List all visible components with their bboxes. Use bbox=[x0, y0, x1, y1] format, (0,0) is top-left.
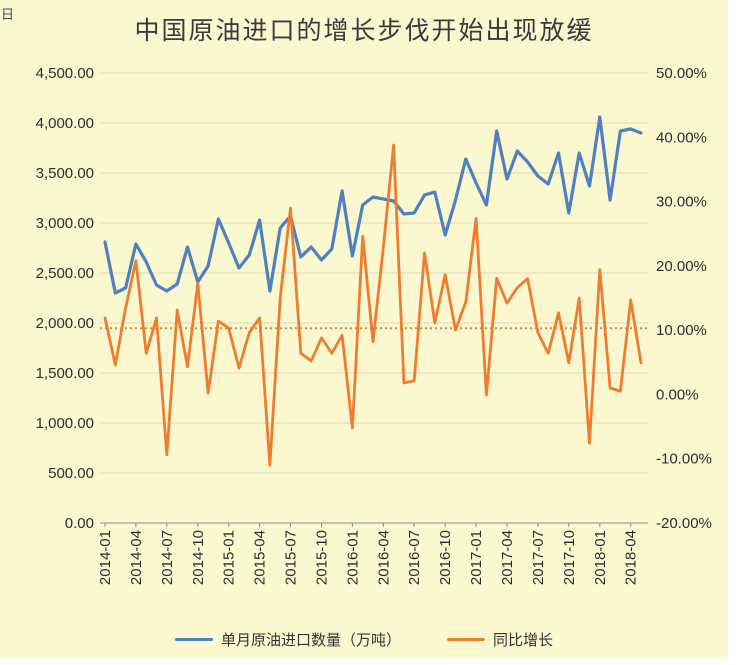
x-axis-tick-label: 2015-10 bbox=[314, 530, 331, 585]
x-axis-tick-label: 2016-04 bbox=[375, 530, 392, 585]
left-axis-tick-label: 3,000.00 bbox=[36, 215, 94, 232]
x-axis-tick-label: 2015-07 bbox=[283, 530, 300, 585]
x-axis-tick-label: 2016-10 bbox=[437, 530, 454, 585]
legend-line-swatch-blue bbox=[174, 637, 213, 642]
right-axis-tick-label: 30.00% bbox=[656, 194, 707, 211]
x-axis-tick-label: 2017-04 bbox=[499, 530, 516, 585]
right-axis-tick-label: 20.00% bbox=[656, 258, 707, 275]
x-axis-tick-label: 2015-01 bbox=[221, 530, 238, 585]
right-axis-tick-label: -10.00% bbox=[656, 451, 712, 468]
left-axis-tick-label: 1,000.00 bbox=[36, 415, 94, 432]
x-axis-tick-label: 2018-04 bbox=[623, 530, 640, 585]
chart-plot-area: 4,500.00 4,000.00 3,500.00 3,000.00 2,500.00… bbox=[36, 65, 712, 585]
x-axis-tick-label: 2018-01 bbox=[592, 530, 609, 585]
right-axis-tick-label: 50.00% bbox=[656, 65, 707, 82]
left-axis-tick-label: 1,500.00 bbox=[36, 365, 94, 382]
left-axis-tick-label: 4,500.00 bbox=[36, 65, 94, 82]
left-axis-tick-label: 4,000.00 bbox=[36, 115, 94, 132]
x-axis-tick-label: 2015-04 bbox=[252, 530, 269, 585]
x-axis-tick-label: 2016-01 bbox=[344, 530, 361, 585]
x-axis-tick-label: 2014-07 bbox=[159, 530, 176, 585]
left-axis-tick-label: 3,500.00 bbox=[36, 165, 94, 182]
right-axis-tick-label: 0.00% bbox=[656, 386, 699, 403]
x-axis-tick-label: 2014-01 bbox=[97, 530, 114, 585]
legend-item-yoy-growth: 同比增长 bbox=[447, 629, 553, 650]
x-axis-tick-label: 2017-01 bbox=[468, 530, 485, 585]
right-axis-tick-label: 40.00% bbox=[656, 129, 707, 146]
right-axis-tick-label: -20.00% bbox=[656, 515, 712, 532]
legend-label-import-volume: 单月原油进口数量（万吨） bbox=[220, 632, 401, 649]
x-axis-tick-label: 2016-07 bbox=[406, 530, 423, 585]
legend-label-yoy-growth: 同比增长 bbox=[493, 632, 554, 649]
x-axis-tick-label: 2017-10 bbox=[561, 530, 578, 585]
x-axis-tick-label: 2017-07 bbox=[530, 530, 547, 585]
right-axis-tick-label: 10.00% bbox=[656, 322, 707, 339]
left-axis-tick-label: 2,000.00 bbox=[36, 315, 94, 332]
series-line-1 bbox=[103, 143, 643, 467]
corner-text-fragment: 日 bbox=[1, 7, 15, 22]
left-axis-tick-label: 500.00 bbox=[48, 465, 94, 482]
x-axis-tick-label: 2014-04 bbox=[128, 530, 145, 585]
series-line-0 bbox=[103, 115, 643, 295]
left-axis-tick-label: 2,500.00 bbox=[36, 265, 94, 282]
legend: 单月原油进口数量（万吨） 同比增长 bbox=[0, 629, 728, 650]
chart-panel: 日 中国原油进口的增长步伐开始出现放缓 4,500.00 4,000.00 3,50… bbox=[0, 0, 728, 658]
chart-title: 中国原油进口的增长步伐开始出现放缓 bbox=[134, 17, 594, 45]
left-axis-tick-label: 0.00 bbox=[65, 515, 94, 532]
x-axis-tick-label: 2014-10 bbox=[190, 530, 207, 585]
legend-line-swatch-orange bbox=[447, 637, 485, 642]
legend-item-import-volume: 单月原油进口数量（万吨） bbox=[174, 629, 401, 650]
